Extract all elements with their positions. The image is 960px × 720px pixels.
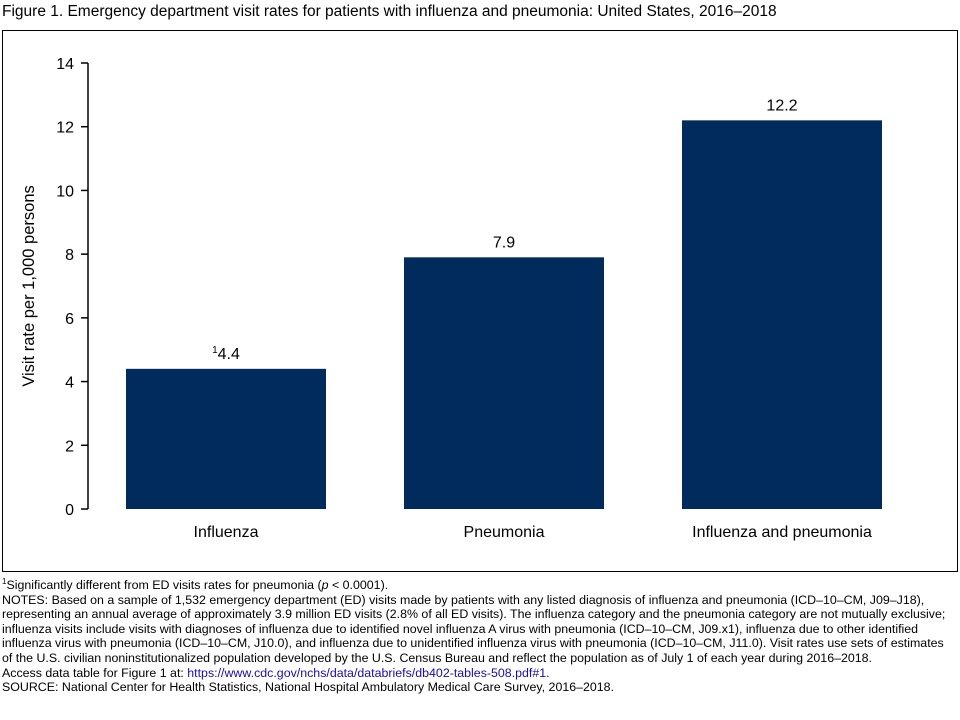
y-tick-label: 10 <box>56 183 74 200</box>
y-axis-label: Visit rate per 1,000 persons <box>20 185 38 386</box>
y-tick-label: 0 <box>65 502 74 519</box>
chart: Figure 1. Emergency department visit rat… <box>2 3 958 572</box>
chart-frame <box>2 30 958 572</box>
y-tick-label: 4 <box>65 375 74 392</box>
y-tick-label: 8 <box>65 247 74 264</box>
footnote-marker: 1 <box>2 576 7 586</box>
value-text: 4.4 <box>218 346 240 363</box>
data-link[interactable]: https://www.cdc.gov/nchs/data/databriefs… <box>187 665 547 680</box>
y-tick-label: 12 <box>56 120 74 137</box>
source-text: SOURCE: National Center for Health Stati… <box>2 680 615 695</box>
bar <box>126 368 326 509</box>
bar <box>682 120 882 509</box>
note-text: Access data table for Figure 1 at: <box>2 665 188 680</box>
note-text: < 0.0001). <box>328 578 389 592</box>
value-text: 12.2 <box>766 97 797 114</box>
value-label: 7.9 <box>493 234 515 251</box>
note-italic: p <box>321 578 329 592</box>
bar <box>404 257 604 509</box>
value-text: 7.9 <box>493 234 515 251</box>
note-text: Significantly different from ED visits r… <box>6 578 322 592</box>
x-tick-label: Influenza and pneumonia <box>692 524 872 541</box>
footnote-marker: 1 <box>212 345 218 356</box>
x-tick-label: Pneumonia <box>464 524 545 541</box>
value-label: 14.4 <box>212 345 240 363</box>
chart-title: Figure 1. Emergency department visit rat… <box>2 3 777 20</box>
value-label: 12.2 <box>766 97 797 114</box>
note-text: . <box>546 665 550 680</box>
y-tick-label: 14 <box>56 56 74 73</box>
y-tick-label: 2 <box>65 438 74 455</box>
x-tick-label: Influenza <box>194 524 259 541</box>
footnotes: 1Significantly different from ED visits … <box>2 576 952 695</box>
significance-note: 1Significantly different from ED visits … <box>2 576 952 593</box>
access-note: Access data table for Figure 1 at: https… <box>2 666 952 681</box>
y-tick-label: 6 <box>65 311 74 328</box>
notes-text: NOTES: Based on a sample of 1,532 emerge… <box>2 592 946 665</box>
